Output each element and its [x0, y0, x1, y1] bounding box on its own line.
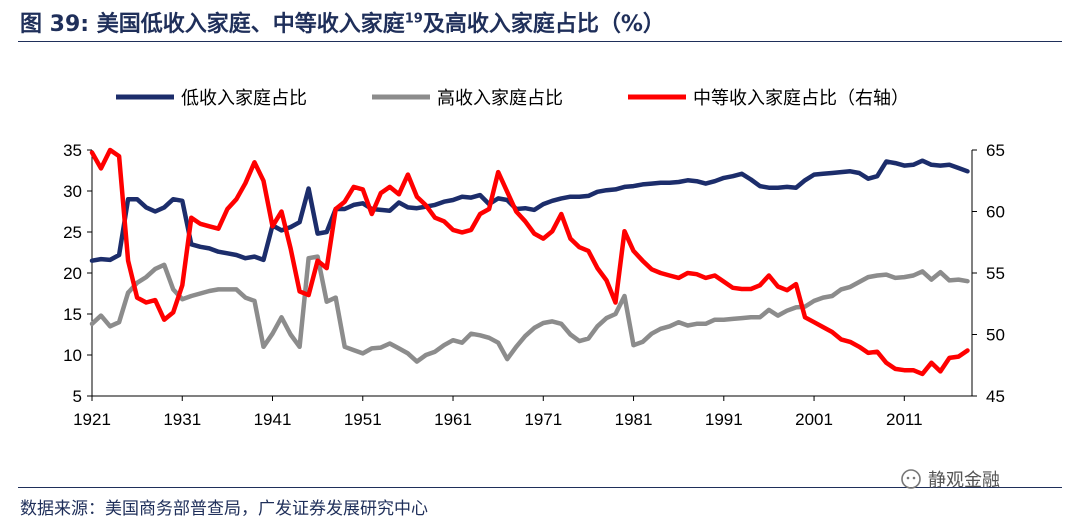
watermark: 静观金融 — [900, 466, 1000, 492]
x-tick-label: 1971 — [524, 410, 562, 429]
bottom-divider — [18, 487, 1062, 488]
line-chart: 5 10 15 20 25 30 35 45 50 55 60 65 1921 1931 1941 1951 1… — [63, 88, 1005, 429]
legend-label-1: 低收入家庭占比 — [181, 88, 307, 109]
watermark-text: 静观金融 — [928, 470, 1000, 491]
right-tick-label: 45 — [986, 387, 1005, 406]
series-line-2 — [89, 254, 970, 364]
title-main: 美国低收入家庭、中等收入家庭 — [96, 12, 405, 37]
left-tick-label: 35 — [63, 141, 82, 160]
x-tick-label: 1961 — [434, 410, 472, 429]
legend-label-2: 高收入家庭占比 — [437, 88, 563, 109]
series-line-3 — [89, 147, 970, 377]
x-tick-label: 1991 — [705, 410, 743, 429]
left-tick-label: 25 — [63, 223, 82, 242]
source-note: 数据来源：美国商务部普查局，广发证券发展研究中心 — [20, 499, 428, 519]
right-tick-label: 55 — [986, 264, 1005, 283]
title-superscript: 19 — [404, 11, 423, 27]
title-rest: 及高收入家庭占比（%） — [422, 12, 665, 37]
title-prefix: 图 39: — [20, 12, 90, 37]
x-tick-label: 1951 — [344, 410, 382, 429]
left-tick-label: 10 — [63, 346, 82, 365]
series-line-1 — [89, 158, 970, 263]
x-tick-label: 2011 — [886, 410, 923, 429]
x-tick-label: 1941 — [254, 410, 292, 429]
x-tick-label: 2001 — [795, 410, 833, 429]
left-tick-label: 30 — [63, 182, 82, 201]
left-tick-label: 5 — [73, 387, 82, 406]
right-tick-label: 60 — [986, 203, 1005, 222]
wechat-icon — [901, 469, 921, 489]
top-divider — [18, 41, 1062, 42]
x-tick-label: 1981 — [615, 410, 653, 429]
chart-title: 图 39: 美国低收入家庭、中等收入家庭19及高收入家庭占比（%） — [20, 6, 665, 38]
x-tick-label: 1931 — [163, 410, 201, 429]
left-tick-label: 15 — [63, 305, 82, 324]
right-tick-label: 50 — [986, 326, 1005, 345]
legend-label-3: 中等收入家庭占比（右轴） — [693, 88, 909, 109]
x-tick-label: 1921 — [73, 410, 111, 429]
left-tick-label: 20 — [63, 264, 82, 283]
right-tick-label: 65 — [986, 141, 1005, 160]
